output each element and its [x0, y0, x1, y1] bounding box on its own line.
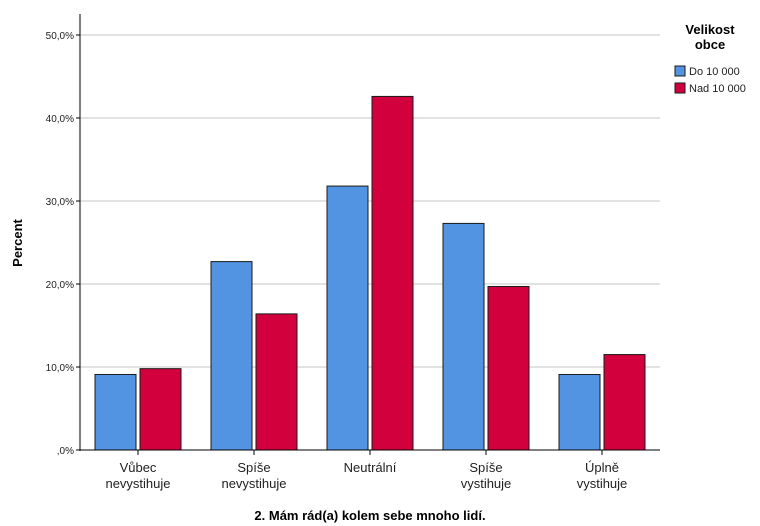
y-tick-label: ,0% [57, 446, 74, 457]
legend-title: Velikost obce [685, 22, 735, 52]
legend: Velikost obce Do 10 000 Nad 10 000 [674, 22, 746, 95]
legend-swatch [674, 65, 686, 77]
y-tick-label: 20,0% [46, 280, 74, 291]
bars [80, 95, 660, 451]
legend-swatch [674, 82, 686, 94]
bar [210, 261, 253, 451]
bar [558, 373, 601, 451]
y-axis-ticks: ,0% 10,0% 20,0% 30,0% 40,0% 50,0% [46, 31, 80, 457]
category-label: Spíše nevystihuje [221, 460, 286, 491]
y-tick-label: 30,0% [46, 197, 74, 208]
y-tick-label: 50,0% [46, 31, 74, 42]
category-label: Spíše vystihuje [461, 460, 512, 491]
y-tick-label: 40,0% [46, 114, 74, 125]
x-axis-tick-labels: Vůbec nevystihuje Spíše nevystihuje Neutráln… [105, 450, 627, 491]
legend-label: Nad 10 000 [689, 83, 746, 95]
category-label: Vůbec nevystihuje [105, 460, 170, 491]
bar [442, 222, 485, 451]
bar [326, 185, 369, 451]
bar [487, 285, 530, 451]
bar [139, 368, 182, 451]
category-label: Neutrální [344, 460, 397, 475]
category-label: Úplně vystihuje [577, 460, 628, 491]
x-axis-title: 2. Mám rád(a) kolem sebe mnoho lidí. [254, 508, 485, 523]
y-tick-label: 10,0% [46, 363, 74, 374]
bar [255, 313, 298, 451]
bar [603, 354, 646, 451]
legend-label: Do 10 000 [689, 66, 740, 78]
y-axis-title: Percent [10, 218, 25, 266]
grid-lines [80, 34, 660, 368]
bar [94, 373, 137, 451]
bar [371, 95, 414, 451]
